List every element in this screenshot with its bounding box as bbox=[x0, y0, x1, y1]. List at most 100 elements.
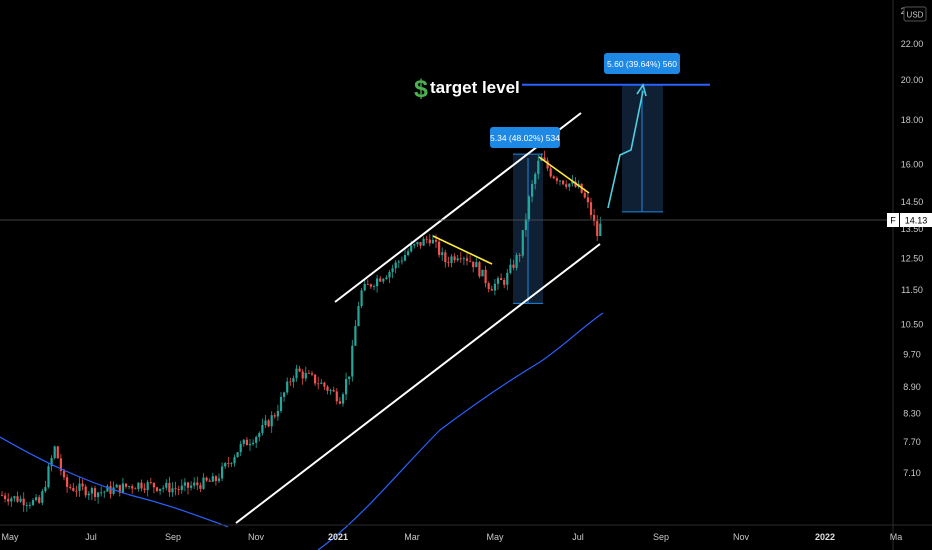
candle-body bbox=[478, 262, 481, 277]
measure-2-label: 5.60 (39.64%) 560 bbox=[607, 59, 677, 69]
candle-body bbox=[475, 262, 478, 268]
candle-body bbox=[397, 261, 400, 263]
candle-body bbox=[500, 278, 503, 280]
candle-body bbox=[124, 483, 128, 487]
candle-body bbox=[441, 252, 444, 255]
candle-body bbox=[128, 486, 131, 487]
candle-body bbox=[552, 176, 555, 179]
currency-button[interactable] bbox=[903, 6, 927, 22]
candle-body bbox=[202, 477, 205, 489]
candle-body bbox=[571, 181, 574, 184]
candle-body bbox=[320, 382, 323, 384]
candle-body bbox=[149, 482, 152, 483]
candle-body bbox=[279, 396, 283, 412]
candle-body bbox=[413, 244, 416, 246]
price-tick-label: 16.00 bbox=[901, 160, 924, 170]
candle-body bbox=[242, 439, 245, 444]
candle-body bbox=[301, 371, 304, 379]
time-axis[interactable]: May Jul Sep Nov 2021 Mar May Jul Sep Nov 2022 Ma bbox=[1, 532, 902, 542]
candle-body bbox=[407, 251, 410, 256]
candle-body bbox=[84, 486, 87, 496]
candle-body bbox=[391, 268, 394, 272]
price-tick-label: 18.00 bbox=[901, 115, 924, 125]
candle-body bbox=[47, 466, 50, 488]
candle-body bbox=[593, 214, 596, 222]
projection-arrowhead bbox=[636, 83, 647, 97]
candle-body bbox=[252, 442, 255, 444]
candle-body bbox=[524, 219, 527, 231]
candle-body bbox=[174, 488, 177, 490]
candle-body bbox=[75, 490, 78, 492]
candle-body bbox=[22, 498, 25, 506]
candle-body bbox=[509, 264, 512, 273]
candle-body bbox=[245, 439, 248, 446]
dollar-sign-label: $ bbox=[414, 75, 428, 103]
candle-body bbox=[521, 230, 524, 256]
candle-body bbox=[196, 482, 199, 486]
candle-body bbox=[186, 482, 190, 488]
resistance-line-2 bbox=[538, 156, 590, 194]
candle-body bbox=[360, 290, 363, 307]
time-tick-label: 2021 bbox=[328, 532, 348, 542]
candle-body bbox=[382, 278, 385, 282]
last-price-badge bbox=[900, 213, 932, 227]
candle-body bbox=[341, 394, 345, 404]
candle-body bbox=[38, 497, 41, 503]
candle-body bbox=[403, 255, 407, 261]
price-tick-label: 22.00 bbox=[901, 39, 924, 49]
candle-body bbox=[416, 242, 419, 245]
candle-body bbox=[568, 183, 571, 187]
candle-body bbox=[372, 286, 376, 287]
candle-body bbox=[518, 255, 521, 256]
candle-body bbox=[599, 223, 602, 236]
candle-body bbox=[338, 401, 341, 404]
candle-body bbox=[400, 260, 403, 262]
candle-body bbox=[35, 497, 38, 501]
candle-body bbox=[131, 486, 134, 489]
candle-body bbox=[62, 470, 66, 478]
candle-body bbox=[292, 378, 295, 383]
candle-body bbox=[345, 379, 348, 395]
candle-body bbox=[261, 425, 264, 434]
candle-body bbox=[78, 483, 81, 491]
candle-body bbox=[109, 486, 112, 494]
candle-body bbox=[87, 493, 90, 496]
price-tick-label: 8.90 bbox=[903, 382, 921, 392]
candle-body bbox=[19, 498, 22, 502]
candle-body bbox=[527, 196, 531, 220]
candle-body bbox=[214, 476, 217, 482]
candle-body bbox=[267, 420, 270, 427]
candle-body bbox=[453, 256, 456, 261]
candle-body bbox=[450, 256, 453, 264]
candle-body bbox=[283, 392, 286, 397]
candle-body bbox=[304, 372, 307, 379]
candle-body bbox=[503, 279, 506, 285]
candle-body bbox=[534, 174, 537, 184]
candle-body bbox=[152, 482, 155, 488]
time-tick-label: Jul bbox=[85, 532, 97, 542]
candle-body bbox=[357, 306, 360, 327]
candle-body bbox=[50, 458, 53, 467]
candle-body bbox=[329, 390, 332, 391]
candle-body bbox=[438, 241, 441, 255]
candle-body bbox=[422, 238, 425, 246]
candle-body bbox=[531, 183, 534, 197]
candle-body bbox=[314, 374, 317, 384]
candle-body bbox=[465, 258, 469, 261]
candle-body bbox=[10, 498, 13, 502]
time-tick-label: Jul bbox=[572, 532, 584, 542]
candle-body bbox=[425, 238, 428, 240]
candle-body bbox=[97, 492, 100, 497]
candle-body bbox=[431, 239, 434, 244]
currency-label: USD bbox=[907, 11, 924, 20]
candle-body bbox=[376, 278, 379, 287]
time-tick-label: Nov bbox=[248, 532, 265, 542]
candle-body bbox=[0, 494, 4, 496]
candle-body bbox=[90, 488, 93, 494]
candle-body bbox=[298, 368, 301, 372]
price-tick-label: 13.50 bbox=[901, 224, 924, 234]
candle-body bbox=[388, 271, 391, 278]
candle-body bbox=[59, 458, 62, 471]
